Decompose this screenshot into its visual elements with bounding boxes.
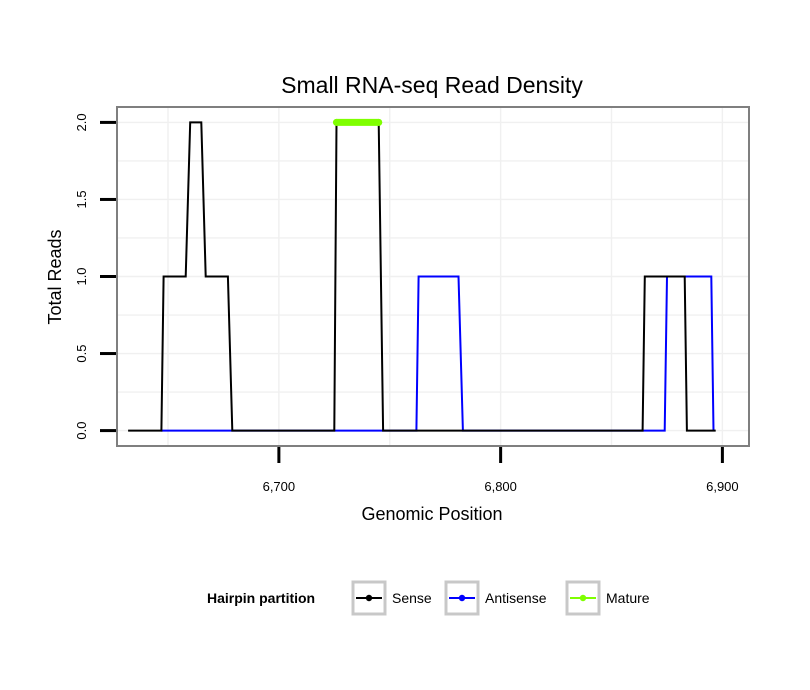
legend-item-antisense: Antisense xyxy=(444,580,547,616)
legend-key-dot xyxy=(458,594,466,602)
y-tick-label: 0.0 xyxy=(74,422,89,440)
mature-point xyxy=(333,118,341,126)
y-axis-label: Total Reads xyxy=(45,229,65,324)
legend-title: Hairpin partition xyxy=(207,590,315,606)
plot-panel-border xyxy=(116,106,750,447)
y-tick-label: 1.0 xyxy=(74,267,89,285)
y-tick-label: 0.5 xyxy=(74,345,89,363)
legend-key-dot xyxy=(365,594,373,602)
y-tick-label: 1.5 xyxy=(74,190,89,208)
y-tick-label: 2.0 xyxy=(74,113,89,131)
x-tick-label: 6,700 xyxy=(263,479,296,494)
legend-label-antisense: Antisense xyxy=(485,590,547,606)
series-lines xyxy=(128,118,716,432)
x-axis: 6,700 6,800 6,900 xyxy=(263,447,739,494)
mature-point xyxy=(375,118,383,126)
y-axis: 0.0 0.5 1.0 1.5 2.0 xyxy=(74,113,116,440)
legend-key-dot xyxy=(579,594,587,602)
legend-item-mature: Mature xyxy=(565,580,650,616)
x-tick-label: 6,800 xyxy=(484,479,517,494)
chart-title: Small RNA-seq Read Density xyxy=(281,72,583,98)
legend-label-sense: Sense xyxy=(392,590,432,606)
legend: Hairpin partition Sense Antisense Mature xyxy=(207,580,650,616)
legend-label-mature: Mature xyxy=(606,590,650,606)
sense-series-line xyxy=(128,121,716,432)
x-axis-label: Genomic Position xyxy=(361,504,502,524)
legend-item-sense: Sense xyxy=(351,580,432,616)
x-tick-label: 6,900 xyxy=(706,479,739,494)
